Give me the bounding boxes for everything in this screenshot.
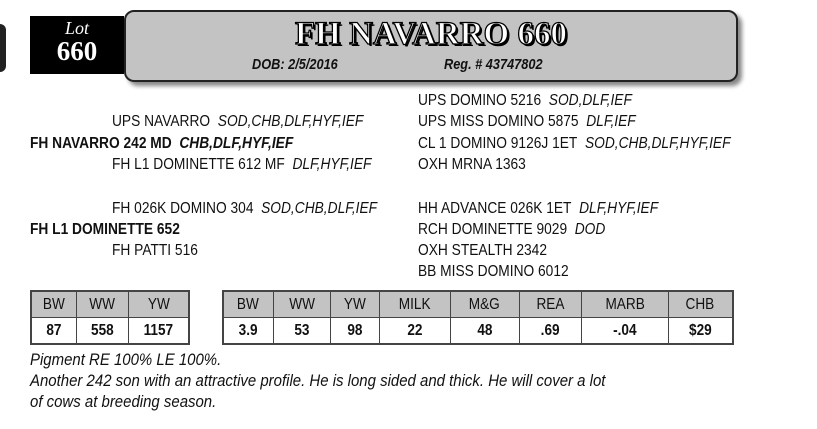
pedigree-dd-sire: OXH STEALTH 2342 [418, 242, 547, 259]
title-banner: FH NAVARRO 660 DOB: 2/5/2016 Reg. # 4374… [124, 10, 738, 82]
value-cell: 3.9 [222, 317, 274, 345]
pedigree-sd-sire: CL 1 DOMINO 9126J 1ET SOD,CHB,DLF,HYF,IE… [418, 135, 731, 152]
header-cell: MILK [379, 290, 451, 318]
value-cell: 48 [449, 317, 520, 345]
previous-page-edge [0, 24, 6, 72]
value-cell: 22 [379, 317, 451, 345]
value-cell: $29 [667, 317, 734, 345]
pedigree-sire: FH NAVARRO 242 MD CHB,DLF,HYF,IEF [30, 135, 294, 152]
actual-weights-table: BW WW YW 87 558 1157 [30, 290, 190, 345]
pedigree-ss-dam: UPS MISS DOMINO 5875 DLF,IEF [418, 113, 636, 130]
pedigree-sd-dam: OXH MRNA 1363 [418, 156, 526, 173]
lot-badge: Lot 660 [30, 16, 124, 74]
pedigree-ds-sire: HH ADVANCE 026K 1ET DLF,HYF,IEF [418, 200, 659, 217]
epd-table: BW WW YW MILK M&G REA MARB CHB 3.9 53 98 22 48.69 -.… [222, 290, 734, 345]
pedigree-sire-sire: UPS NAVARRO SOD,CHB,DLF,HYF,IEF [112, 113, 364, 130]
value-cell: .69 [518, 317, 582, 345]
pedigree-sire-dam: FH L1 DOMINETTE 612 MF DLF,HYF,IEF [112, 156, 372, 173]
header-cell: WW [75, 290, 130, 318]
pedigree-ss-sire: UPS DOMINO 5216 SOD,DLF,IEF [418, 92, 632, 109]
value-cell: 1157 [128, 317, 190, 345]
pigment-note: Pigment RE 100% LE 100%. [30, 350, 222, 369]
pedigree-dam-dam: FH PATTI 516 [112, 242, 198, 259]
value-cell: 98 [329, 317, 381, 345]
header-cell: YW [329, 290, 381, 318]
value-cell: 87 [30, 317, 77, 345]
header-cell: MARB [580, 290, 669, 318]
value-cell: 558 [75, 317, 130, 345]
header-cell: REA [518, 290, 582, 318]
dob: DOB: 2/5/2016 [252, 56, 338, 73]
pedigree-dam: FH L1 DOMINETTE 652 [30, 221, 180, 238]
pedigree-dam-sire: FH 026K DOMINO 304 SOD,CHB,DLF,IEF [112, 200, 378, 217]
header-cell: YW [128, 290, 190, 318]
value-cell: -.04 [580, 317, 669, 345]
description-line-1: Another 242 son with an attractive profi… [30, 371, 606, 390]
lot-number: 660 [56, 36, 98, 66]
lot-label: Lot [64, 18, 89, 38]
header-cell: BW [30, 290, 77, 318]
pedigree-dd-dam: BB MISS DOMINO 6012 [418, 263, 569, 280]
header-cell: CHB [667, 290, 734, 318]
description-line-2: of cows at breeding season. [30, 392, 217, 411]
pedigree-ds-dam: RCH DOMINETTE 9029 DOD [418, 221, 606, 238]
header-cell: BW [222, 290, 274, 318]
value-cell: 53 [272, 317, 331, 345]
header-cell: WW [272, 290, 331, 318]
registration-number: Reg. # 43747802 [444, 56, 543, 73]
animal-name: FH NAVARRO 660 [294, 15, 567, 52]
header-cell: M&G [449, 290, 520, 318]
